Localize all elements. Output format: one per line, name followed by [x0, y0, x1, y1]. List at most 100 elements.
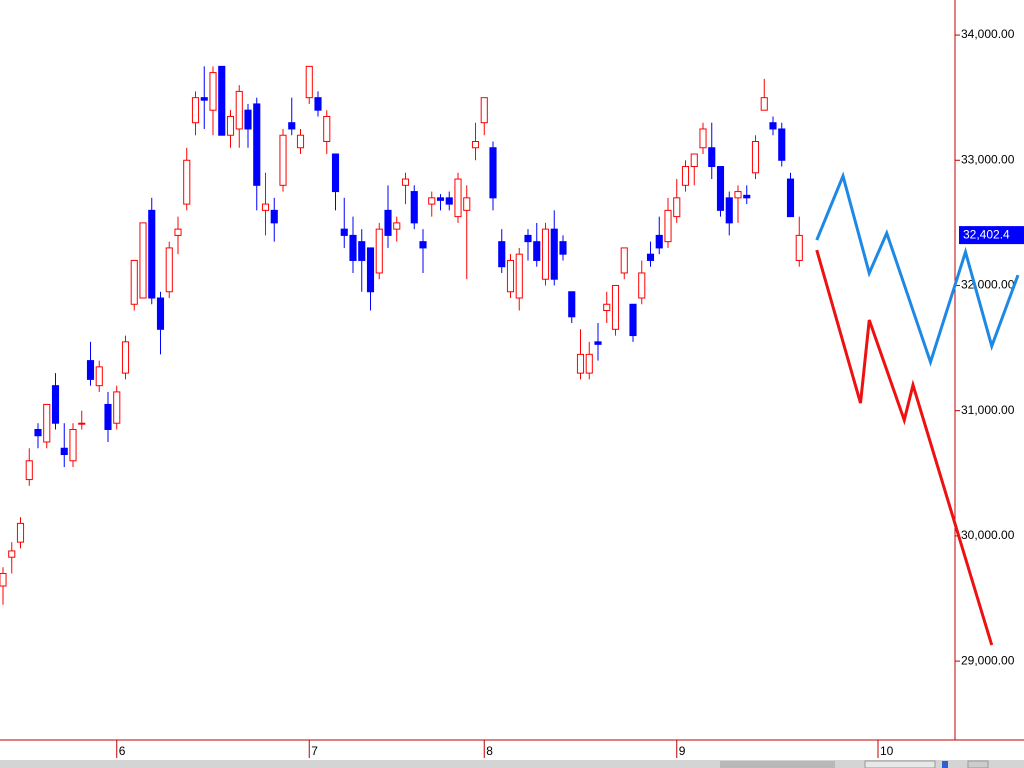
y-tick-label: 34,000.00: [961, 27, 1015, 41]
candle-body: [305, 65, 313, 99]
y-tick-label: 30,000.00: [961, 528, 1015, 542]
candle-body: [506, 259, 515, 293]
candle-body: [288, 122, 296, 130]
candle-body: [795, 234, 803, 261]
candle-body: [760, 97, 768, 111]
candle-body: [463, 197, 471, 211]
candle-body: [681, 166, 690, 186]
candle-body: [480, 97, 488, 124]
candle-body: [34, 428, 42, 437]
candle-body: [716, 166, 725, 211]
candle-body: [524, 234, 532, 243]
x-tick-label: 6: [119, 744, 126, 758]
candle-body: [489, 147, 497, 199]
zoom-control[interactable]: [864, 760, 936, 768]
candle-body: [8, 550, 16, 558]
candle-body: [445, 197, 453, 205]
candle-body: [366, 247, 375, 293]
candle-body: [148, 209, 156, 299]
candle-body: [235, 90, 243, 130]
current-price-box: [959, 226, 1024, 245]
y-tick-label: 29,000.00: [961, 653, 1015, 667]
forecast-line: [815, 249, 994, 646]
toolbar-icon[interactable]: [942, 761, 948, 768]
candle-body: [428, 197, 436, 205]
candle-body: [559, 241, 567, 255]
candle-body: [139, 222, 147, 299]
candle-body: [769, 122, 777, 130]
scrollbar-thumb[interactable]: [720, 761, 835, 768]
candle-body: [130, 259, 138, 305]
candle-body: [78, 422, 86, 425]
candle-body: [550, 228, 558, 280]
candle-body: [121, 341, 130, 374]
y-tick-label: 31,000.00: [961, 403, 1015, 417]
current-price-label: 32,402.4: [963, 227, 1010, 241]
candle-body: [279, 134, 287, 186]
toolbar-button[interactable]: [967, 760, 989, 768]
candle-body: [725, 197, 733, 224]
candle-body: [375, 228, 383, 274]
candle-body: [69, 428, 77, 462]
candle-body: [603, 303, 611, 312]
candle-body: [401, 178, 410, 186]
candle-body: [218, 65, 226, 136]
candle-body: [611, 284, 620, 330]
candle-body: [620, 247, 628, 274]
candle-body: [86, 360, 95, 380]
candle-body: [786, 178, 795, 218]
candle-body: [541, 228, 550, 280]
candle-body: [664, 209, 672, 243]
candle-body: [655, 234, 663, 249]
candle-body: [296, 134, 305, 149]
candle-body: [51, 385, 60, 424]
candle-body: [0, 572, 7, 587]
candle-body: [743, 194, 751, 199]
candle-body: [270, 209, 278, 224]
x-tick-label: 8: [486, 744, 493, 758]
candle-body: [454, 178, 462, 218]
candle-body: [95, 366, 103, 387]
candle-body: [209, 72, 217, 111]
candle-body: [471, 140, 480, 149]
candle-body: [699, 128, 707, 149]
candle-body: [191, 97, 200, 124]
candle-body: [340, 228, 348, 236]
candle-body: [533, 241, 541, 261]
candle-body: [778, 128, 786, 161]
candle-body: [410, 191, 418, 224]
candle-body: [331, 153, 340, 193]
candle-body: [734, 191, 742, 199]
candle-body: [419, 241, 427, 249]
candle-body: [261, 203, 270, 211]
candle-body: [585, 353, 593, 374]
candle-body: [183, 159, 191, 205]
candle-body: [436, 197, 445, 201]
candle-body: [638, 272, 646, 299]
candle-body: [226, 115, 235, 136]
candle-body: [165, 247, 173, 293]
candle-body: [384, 209, 392, 236]
candle-body: [113, 391, 121, 424]
candle-body: [673, 197, 681, 218]
candle-body: [104, 403, 112, 430]
scrollbar[interactable]: [0, 760, 1024, 768]
candle-body: [646, 253, 655, 261]
candle-body: [393, 222, 401, 230]
candle-body: [515, 253, 523, 299]
candle-body: [16, 522, 25, 543]
candle-body: [156, 297, 165, 330]
candle-body: [200, 97, 208, 101]
x-tick-label: 10: [880, 744, 894, 758]
candle-body: [358, 241, 366, 261]
candle-body: [498, 241, 506, 268]
candle-body: [323, 115, 331, 142]
candle-body: [594, 341, 602, 345]
candle-body: [174, 228, 182, 236]
candle-body: [43, 403, 51, 443]
candle-body: [60, 447, 68, 456]
forecast-line: [815, 171, 1020, 367]
